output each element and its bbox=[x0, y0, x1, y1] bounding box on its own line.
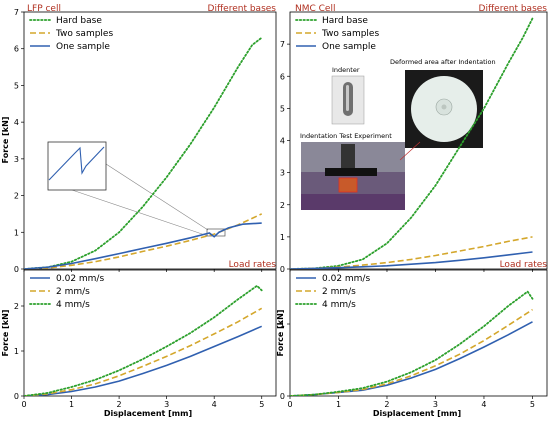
panel-title-bases-right: Different bases bbox=[479, 4, 548, 14]
xtick-label: 4 bbox=[212, 400, 217, 409]
xtick-label: 2 bbox=[384, 400, 389, 409]
indentation-center bbox=[441, 104, 447, 110]
xtick-label: 1 bbox=[336, 400, 341, 409]
legends: Hard base Two samples One sample Hard base T… bbox=[29, 16, 379, 310]
chart-marks: 0 1 2 3 4 5 6 7 0 1 2 3 4 5 6 7 0 1 2 0 1 2 3 4 5 0 1 0 1 2 3 4 5 bbox=[14, 8, 548, 409]
panel-title-loadrates-left: Load rates bbox=[229, 260, 277, 270]
zoom-inset-curve bbox=[48, 146, 105, 181]
ytick-label: 1 bbox=[280, 233, 285, 242]
annotation-deformed-area: Deformed area after Indentation bbox=[390, 58, 496, 66]
ylabel-bottom-left: Force [kN] bbox=[1, 310, 10, 357]
ytick-label: 6 bbox=[280, 72, 285, 81]
xtick-label: 0 bbox=[287, 400, 292, 409]
ytick-label: 4 bbox=[14, 118, 19, 127]
xtick-label: 2 bbox=[117, 400, 122, 409]
legend-label: 4 mm/s bbox=[322, 300, 356, 310]
test-column bbox=[341, 144, 355, 170]
series-line-top-right-2 bbox=[290, 251, 533, 269]
legend-label: 0.02 mm/s bbox=[322, 274, 370, 284]
annotation-indenter: Indenter bbox=[332, 66, 360, 74]
ylabel-bottom-right: Force [kN] bbox=[276, 310, 285, 357]
indenter-highlight bbox=[346, 85, 349, 111]
ytick-label: 1 bbox=[14, 347, 19, 356]
series-line-bottom-left-0 bbox=[24, 325, 263, 396]
test-platform bbox=[325, 168, 377, 176]
ytick-label: 2 bbox=[280, 201, 285, 210]
ytick-label: 0 bbox=[280, 265, 285, 274]
ytick-label: 7 bbox=[280, 40, 285, 49]
ytick-label: 0 bbox=[14, 392, 19, 401]
legend-label: Hard base bbox=[322, 16, 368, 26]
ytick-label: 5 bbox=[14, 81, 19, 90]
plot-frame-top-left bbox=[23, 11, 277, 270]
ytick-label: 0 bbox=[14, 265, 19, 274]
legend-label: Two samples bbox=[55, 29, 113, 39]
test-base bbox=[301, 194, 405, 210]
series-line-bottom-right-1 bbox=[290, 308, 533, 396]
plot-frame-bottom-right bbox=[289, 269, 548, 397]
legend-label: 4 mm/s bbox=[56, 300, 90, 310]
zoom-inset bbox=[47, 141, 226, 237]
ytick-label: 0 bbox=[280, 392, 285, 401]
series-line-top-right-0 bbox=[290, 17, 534, 269]
experiment-photos: Indenter Deformed area after Indentation… bbox=[300, 58, 496, 210]
series-line-top-left-2 bbox=[24, 222, 262, 269]
panel-title-bases-left: Different bases bbox=[208, 4, 277, 14]
panel-title-nmc: NMC Cell bbox=[295, 4, 335, 14]
legend-label: One sample bbox=[322, 42, 376, 52]
ytick-label: 1 bbox=[280, 320, 285, 329]
series-line-bottom-right-2 bbox=[290, 290, 534, 396]
legend-label: 2 mm/s bbox=[322, 287, 356, 297]
series-line-bottom-left-2 bbox=[24, 284, 263, 396]
xtick-label: 5 bbox=[259, 400, 264, 409]
ytick-label: 1 bbox=[14, 228, 19, 237]
panel-title-loadrates-right: Load rates bbox=[500, 260, 548, 270]
series-line-top-left-1 bbox=[24, 213, 263, 269]
zoom-inset-frame bbox=[47, 141, 107, 191]
callout-line-deformed bbox=[399, 141, 421, 161]
ylabel-top-left: Force [kN] bbox=[1, 117, 10, 164]
series-line-bottom-left-1 bbox=[24, 307, 263, 396]
xlabel-bottom-left: Displacement [mm] bbox=[104, 409, 192, 418]
ytick-label: 6 bbox=[14, 45, 19, 54]
xtick-label: 4 bbox=[481, 400, 486, 409]
legend-label: Two samples bbox=[321, 29, 379, 39]
ytick-label: 3 bbox=[280, 169, 285, 178]
legend-label: One sample bbox=[56, 42, 110, 52]
panel-title-lfp: LFP cell bbox=[27, 4, 61, 14]
xtick-label: 3 bbox=[164, 400, 169, 409]
plot-frame-bottom-left bbox=[23, 269, 277, 397]
ytick-label: 5 bbox=[280, 104, 285, 113]
ytick-label: 2 bbox=[14, 302, 19, 311]
ytick-label: 2 bbox=[14, 192, 19, 201]
legend-label: Hard base bbox=[56, 16, 102, 26]
xlabel-bottom-right: Displacement [mm] bbox=[373, 409, 461, 418]
ytick-label: 4 bbox=[280, 137, 285, 146]
legend-label: 0.02 mm/s bbox=[56, 274, 104, 284]
ytick-label: 3 bbox=[14, 155, 19, 164]
annotation-test-experiment: Indentation Test Experiment bbox=[300, 132, 392, 140]
xtick-label: 1 bbox=[69, 400, 74, 409]
test-sample bbox=[338, 177, 358, 193]
legend-label: 2 mm/s bbox=[56, 287, 90, 297]
xtick-label: 0 bbox=[21, 400, 26, 409]
series-line-top-left-0 bbox=[24, 36, 263, 269]
xtick-label: 3 bbox=[433, 400, 438, 409]
xtick-label: 5 bbox=[530, 400, 535, 409]
ytick-label: 7 bbox=[14, 8, 19, 17]
